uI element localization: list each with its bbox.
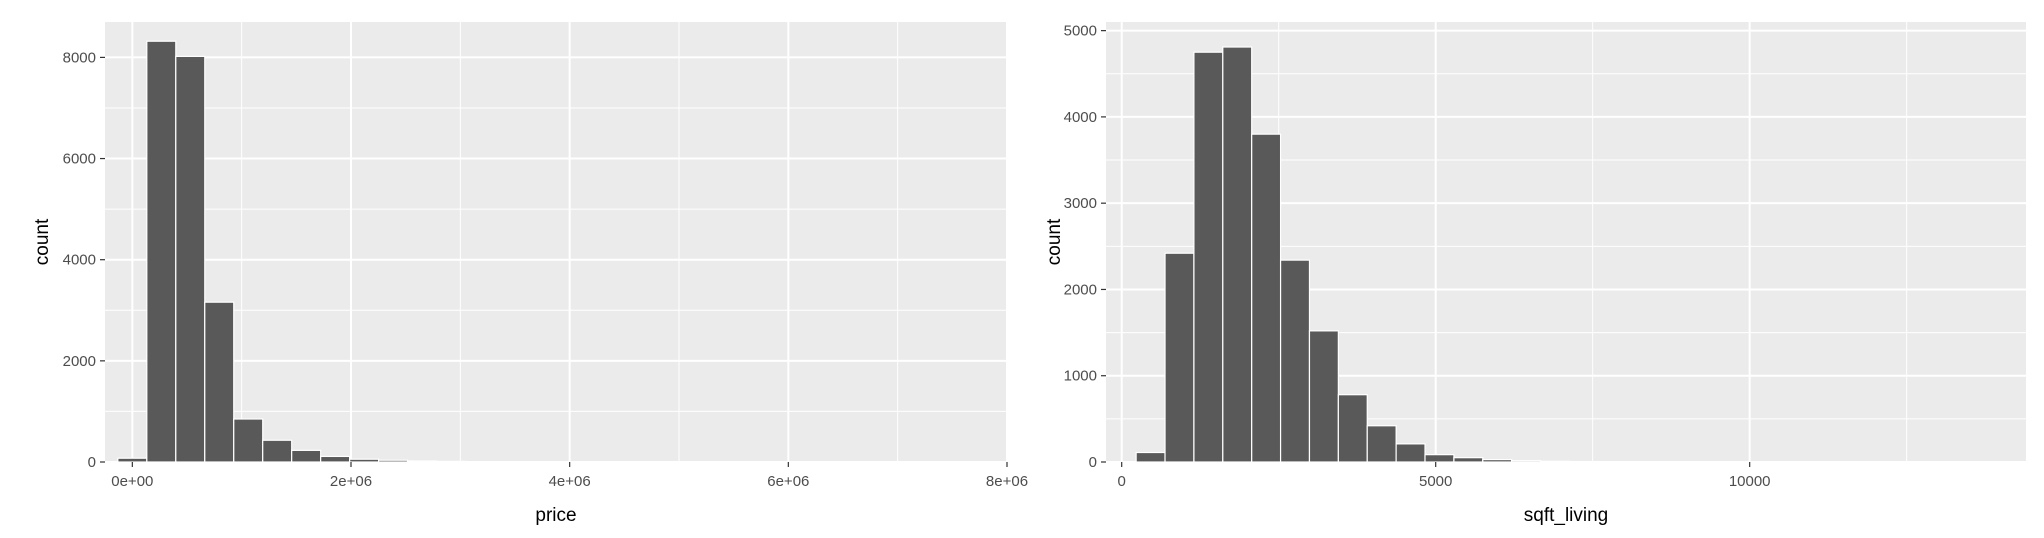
x-tick-label: 0e+00 [111, 473, 153, 490]
histogram-bar [1713, 461, 1744, 464]
y-tick-labels: 0 1000 2000 3000 4000 5000 [1064, 23, 1097, 471]
sqft-living-histogram: 0 5000 10000 0 1000 2000 3000 4000 5000 sqft_li… [1044, 22, 2026, 526]
histogram-bar [291, 449, 322, 463]
histogram-bar [522, 461, 554, 463]
y-tick-label: 1000 [1064, 368, 1097, 385]
histogram-bar [1973, 461, 2004, 464]
histogram-bar [1337, 394, 1368, 463]
histogram-bar [1279, 259, 1311, 463]
x-tick-labels: 0 5000 10000 [1118, 473, 1771, 490]
histogram-bar [1568, 460, 1599, 463]
histogram-bar [1597, 461, 1628, 463]
histogram-bar [551, 461, 583, 463]
histogram-bar [1308, 330, 1339, 463]
histogram-bar [378, 459, 409, 463]
histogram-bar [638, 461, 669, 464]
histogram-bar [1453, 457, 1484, 463]
histogram-bar [1626, 461, 1657, 463]
y-axis-title: count [1044, 218, 1065, 265]
x-axis-title: price [535, 505, 576, 526]
histogram-bar [146, 40, 177, 463]
x-axis-title: sqft_living [1524, 505, 1609, 526]
histogram-bar [406, 460, 438, 463]
y-tick-labels: 0 2000 4000 6000 8000 [63, 49, 96, 471]
bars [117, 40, 988, 464]
histogram-bar [725, 461, 756, 464]
histogram-bar [493, 461, 525, 463]
histogram-bar [754, 461, 785, 464]
histogram-bar [464, 460, 496, 463]
x-tick-labels: 0e+00 2e+06 4e+06 6e+06 8e+06 [111, 473, 1028, 490]
y-tick-label: 4000 [1064, 109, 1097, 126]
histogram-bar [349, 458, 380, 463]
y-tick-label: 0 [88, 454, 96, 471]
histogram-bar [1482, 458, 1513, 463]
x-tick-label: 10000 [1729, 473, 1771, 490]
histogram-bar [1539, 460, 1571, 463]
x-tick-label: 5000 [1419, 473, 1452, 490]
x-tick-label: 8e+06 [986, 473, 1028, 490]
plot-panel [105, 22, 1007, 462]
histogram-bar [233, 418, 264, 463]
bars [1135, 46, 2004, 464]
tick-marks [100, 56, 1008, 467]
y-tick-label: 6000 [63, 151, 96, 168]
histogram-bar [262, 439, 293, 463]
x-tick-label: 4e+06 [549, 473, 591, 490]
histogram-bar [1395, 443, 1426, 463]
histogram-bar [1511, 460, 1542, 463]
histogram-bar [1424, 454, 1455, 463]
y-tick-label: 0 [1089, 454, 1097, 471]
x-tick-label: 6e+06 [767, 473, 809, 490]
y-axis-title: count [32, 218, 53, 265]
histogram-bar [1655, 461, 1686, 464]
histogram-bar [204, 301, 235, 463]
histogram-bar [1684, 461, 1715, 464]
histogram-bar [957, 461, 988, 464]
histogram-bar [1251, 133, 1282, 463]
tick-marks [1101, 30, 1751, 467]
price-histogram: 0e+00 2e+06 4e+06 6e+06 8e+06 0 2000 4000 6000 8… [32, 22, 1028, 526]
x-tick-label: 2e+06 [330, 473, 372, 490]
histogram-bar [1135, 451, 1166, 463]
y-tick-label: 4000 [63, 252, 96, 269]
y-tick-label: 2000 [63, 353, 96, 370]
histogram-bar [580, 461, 611, 463]
histogram-bar [609, 461, 640, 463]
histogram-bar [1193, 51, 1224, 463]
y-tick-label: 8000 [63, 49, 96, 66]
y-tick-label: 3000 [1064, 195, 1097, 212]
histogram-bar [435, 460, 467, 463]
histogram-bar [175, 55, 206, 463]
y-tick-label: 5000 [1064, 23, 1097, 40]
x-tick-label: 0 [1118, 473, 1126, 490]
histogram-bar [667, 461, 698, 464]
histogram-bar [1164, 252, 1195, 463]
histogram-bar [1222, 46, 1253, 463]
y-tick-label: 2000 [1064, 281, 1097, 298]
histogram-bar [117, 457, 148, 463]
histogram-bar [696, 461, 727, 464]
histogram-bar [320, 455, 351, 463]
histogram-bar [1366, 425, 1397, 463]
